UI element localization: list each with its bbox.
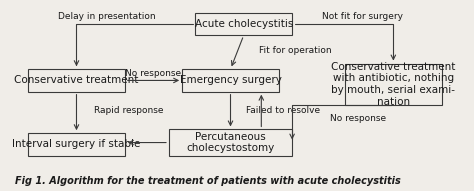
Text: Rapid response: Rapid response [94, 106, 164, 115]
Text: No response: No response [330, 114, 386, 123]
Text: Fig 1. Algorithm for the treatment of patients with acute cholecystitis: Fig 1. Algorithm for the treatment of pa… [15, 176, 401, 186]
Text: Conservative treatment: Conservative treatment [14, 75, 139, 85]
FancyBboxPatch shape [169, 129, 292, 156]
FancyBboxPatch shape [28, 69, 125, 92]
FancyBboxPatch shape [345, 63, 442, 105]
Text: Delay in presentation: Delay in presentation [58, 12, 156, 21]
Text: Failed to resolve: Failed to resolve [246, 106, 320, 115]
Text: Conservative treatment
with antibiotic, nothing
by mouth, serial exami-
nation: Conservative treatment with antibiotic, … [331, 62, 456, 107]
Text: Fit for operation: Fit for operation [259, 46, 332, 55]
Text: Interval surgery if stable: Interval surgery if stable [12, 139, 141, 149]
Text: No response: No response [126, 69, 182, 78]
Text: Percutaneous
cholecystostomy: Percutaneous cholecystostomy [186, 132, 274, 153]
Text: Emergency surgery: Emergency surgery [180, 75, 282, 85]
FancyBboxPatch shape [182, 69, 279, 92]
Text: Acute cholecystitis: Acute cholecystitis [194, 19, 293, 29]
FancyBboxPatch shape [195, 13, 292, 35]
Text: Not fit for surgery: Not fit for surgery [322, 12, 403, 21]
FancyBboxPatch shape [28, 133, 125, 156]
